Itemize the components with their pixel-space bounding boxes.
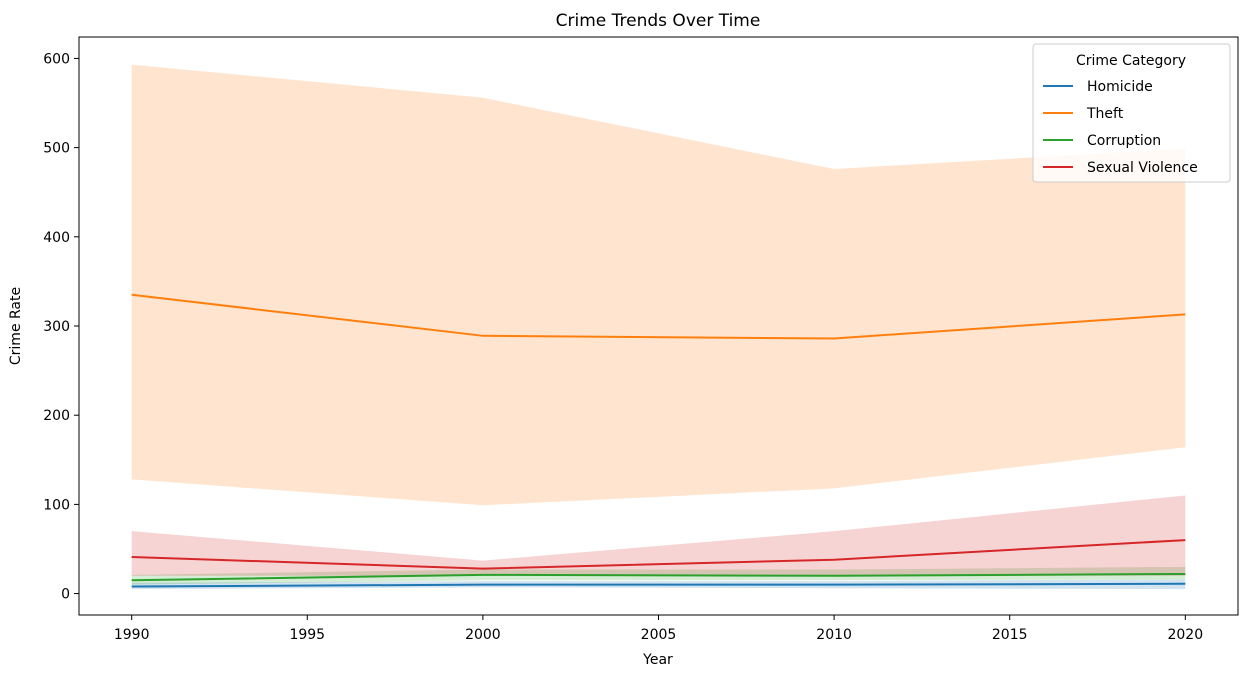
series-lines [131,293,1186,588]
legend-label-0: Homicide [1087,79,1153,95]
x-axis-label: Year [642,652,673,668]
x-tick-label-0: 1990 [114,627,150,643]
x-tick-label-5: 2015 [992,627,1028,643]
y-tick-label-5: 500 [43,141,70,157]
x-tick-label-4: 2010 [816,627,852,643]
y-axis-label: Crime Rate [8,287,24,365]
legend-label-3: Sexual Violence [1087,160,1198,176]
series-line-3 [131,539,1186,570]
series-line-0 [131,582,1186,588]
y-tick-label-0: 0 [61,587,70,603]
y-tick-label-4: 400 [43,230,70,246]
x-axis: 1990 1995 2000 2005 2010 2015 2020 [114,615,1203,643]
legend-label-1: Theft [1086,106,1124,122]
band-1 [131,64,1186,506]
y-tick-label-3: 300 [43,319,70,335]
confidence-bands [131,64,1186,590]
y-tick-label-2: 200 [43,408,70,424]
y-axis: 0 100 200 300 400 500 600 [43,51,79,603]
x-tick-label-3: 2005 [641,627,677,643]
y-tick-label-6: 600 [43,51,70,67]
legend-title: Crime Category [1076,53,1186,69]
x-tick-label-6: 2020 [1167,627,1203,643]
legend-label-2: Corruption [1087,133,1161,149]
series-line-1 [131,293,1186,340]
series-line-2 [131,572,1186,582]
x-tick-label-1: 1995 [289,627,325,643]
x-tick-label-2: 2000 [465,627,501,643]
y-tick-label-1: 100 [43,497,70,513]
legend: Crime Category Homicide Theft Corruption Se… [1032,43,1231,183]
chart-title: Crime Trends Over Time [556,11,761,31]
legend-frame [1032,43,1231,183]
